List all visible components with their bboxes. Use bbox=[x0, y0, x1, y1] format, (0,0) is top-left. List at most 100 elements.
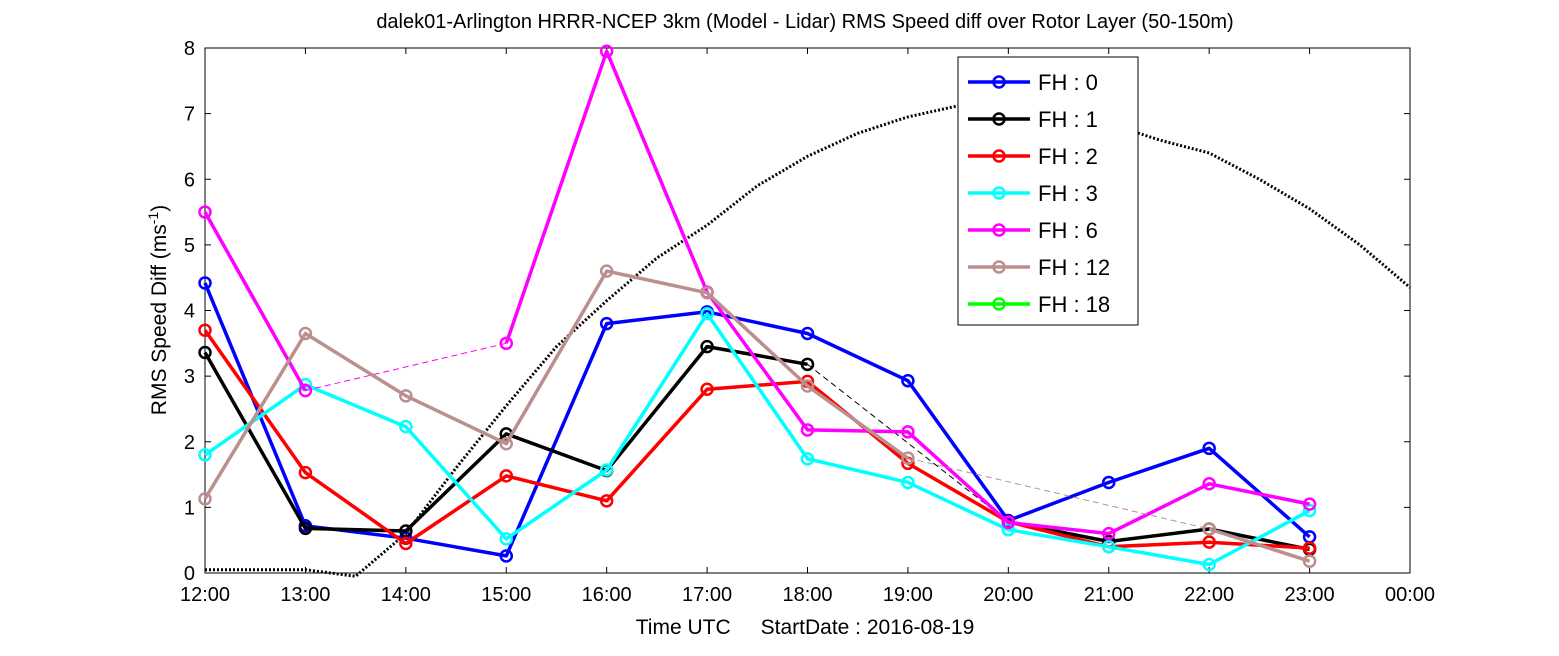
y-tick-label: 7 bbox=[184, 104, 195, 126]
y-axis-label: RMS Speed Diff (ms-1) bbox=[145, 205, 171, 415]
legend-label: FH : 12 bbox=[1038, 255, 1110, 280]
x-tick-label: 23:00 bbox=[1285, 584, 1335, 606]
series-point bbox=[1102, 475, 1116, 490]
series-point bbox=[599, 316, 614, 331]
series-point bbox=[1202, 522, 1216, 536]
x-tick-label: 17:00 bbox=[682, 584, 732, 606]
x-tick-label: 00:00 bbox=[1385, 584, 1435, 606]
legend-item: FH : 12 bbox=[968, 255, 1110, 280]
series-point bbox=[499, 436, 513, 451]
series-point bbox=[1102, 526, 1116, 541]
series-point bbox=[1202, 477, 1216, 491]
x-tick-label: 13:00 bbox=[280, 584, 330, 606]
series-point bbox=[298, 521, 313, 536]
series-point bbox=[298, 465, 313, 480]
legend-label: FH : 6 bbox=[1038, 218, 1098, 243]
legend-marker bbox=[992, 260, 1006, 274]
x-axis-label-date: StartDate : 2016-08-19 bbox=[761, 616, 975, 639]
plot-area bbox=[204, 47, 1411, 574]
series-point bbox=[198, 205, 212, 219]
legend-item: FH : 3 bbox=[968, 181, 1098, 206]
legend-item: FH : 1 bbox=[968, 107, 1098, 132]
series-point bbox=[198, 492, 212, 506]
legend-marker bbox=[992, 186, 1006, 200]
x-tick-label: 16:00 bbox=[582, 584, 632, 606]
x-tick-label: 12:00 bbox=[180, 584, 230, 606]
y-axis-label-main: RMS Speed Diff (ms bbox=[148, 224, 171, 415]
series-line bbox=[203, 282, 1311, 558]
legend-label: FH : 1 bbox=[1038, 107, 1098, 132]
y-tick-label: 0 bbox=[184, 563, 195, 585]
legend-item: FH : 0 bbox=[968, 70, 1098, 95]
legend-marker bbox=[992, 297, 1006, 311]
series-4 bbox=[198, 44, 1317, 541]
series-point bbox=[1202, 535, 1216, 549]
legend-label: FH : 3 bbox=[1038, 181, 1098, 206]
series-line bbox=[203, 344, 808, 533]
series-layer bbox=[198, 44, 1317, 572]
series-point bbox=[901, 425, 915, 439]
x-tick-label: 22:00 bbox=[1184, 584, 1234, 606]
x-tick-label: 18:00 bbox=[782, 584, 832, 606]
y-tick-label: 6 bbox=[184, 169, 195, 191]
series-point bbox=[499, 469, 513, 483]
series-line bbox=[1208, 527, 1311, 563]
legend-marker bbox=[992, 75, 1006, 89]
x-tick-label: 19:00 bbox=[883, 584, 933, 606]
series-0 bbox=[198, 276, 1317, 563]
series-point bbox=[901, 475, 915, 490]
series-point bbox=[198, 276, 212, 290]
series-point bbox=[800, 423, 815, 437]
series-point bbox=[800, 357, 815, 372]
series-point bbox=[700, 339, 714, 354]
series-point bbox=[599, 264, 614, 278]
series-point bbox=[599, 44, 614, 59]
y-tick-label: 4 bbox=[184, 301, 195, 323]
series-gap-connector bbox=[907, 457, 1210, 530]
series-point bbox=[1202, 557, 1216, 572]
legend-item: FH : 18 bbox=[968, 292, 1110, 317]
series-gap-connector bbox=[305, 342, 507, 392]
series-point bbox=[499, 549, 513, 563]
legend-label: FH : 18 bbox=[1038, 292, 1110, 317]
series-point bbox=[298, 383, 313, 398]
y-axis-label-sup: -1 bbox=[145, 212, 161, 225]
series-point bbox=[399, 419, 413, 434]
series-point bbox=[399, 524, 413, 538]
x-tick-label: 15:00 bbox=[481, 584, 531, 606]
series-point bbox=[198, 345, 212, 360]
series-point bbox=[399, 536, 413, 551]
series-point bbox=[800, 452, 815, 466]
series-5 bbox=[198, 264, 1317, 568]
series-point bbox=[599, 494, 614, 508]
series-point bbox=[1302, 554, 1317, 568]
series-3 bbox=[198, 307, 1317, 572]
series-point bbox=[1102, 540, 1116, 554]
x-tick-label: 21:00 bbox=[1084, 584, 1134, 606]
x-axis-label: Time UTC StartDate : 2016-08-19 bbox=[636, 616, 975, 639]
series-point bbox=[1302, 503, 1317, 518]
y-tick-label: 3 bbox=[184, 366, 195, 388]
series-point bbox=[800, 326, 815, 341]
series-point bbox=[1202, 441, 1216, 456]
legend-marker bbox=[992, 149, 1006, 163]
series-point bbox=[599, 463, 614, 477]
series-point bbox=[1302, 541, 1317, 555]
y-axis: 0 1 2 3 4 5 6 7 8 bbox=[184, 38, 1410, 585]
series-point bbox=[1302, 497, 1317, 511]
legend-box bbox=[957, 56, 1139, 326]
x-axis-label-prefix: Time UTC bbox=[636, 616, 731, 639]
series-point bbox=[399, 389, 413, 403]
x-axis: 12:00 13:00 14:00 15:00 16:00 17:00 18:00 19:00… bbox=[180, 48, 1435, 606]
series-point bbox=[499, 336, 513, 351]
y-tick-label: 1 bbox=[184, 497, 195, 519]
series-point bbox=[901, 373, 915, 388]
legend-item: FH : 6 bbox=[968, 218, 1098, 243]
series-point bbox=[901, 451, 915, 465]
series-point bbox=[800, 379, 815, 393]
series-point bbox=[700, 382, 714, 396]
y-tick-label: 2 bbox=[184, 432, 195, 454]
legend: FH : 0 FH : 1 FH : 2 FH : 3 FH : 6 FH : 12 FH … bbox=[957, 56, 1139, 326]
legend-label: FH : 0 bbox=[1038, 70, 1098, 95]
series-point bbox=[700, 307, 714, 321]
